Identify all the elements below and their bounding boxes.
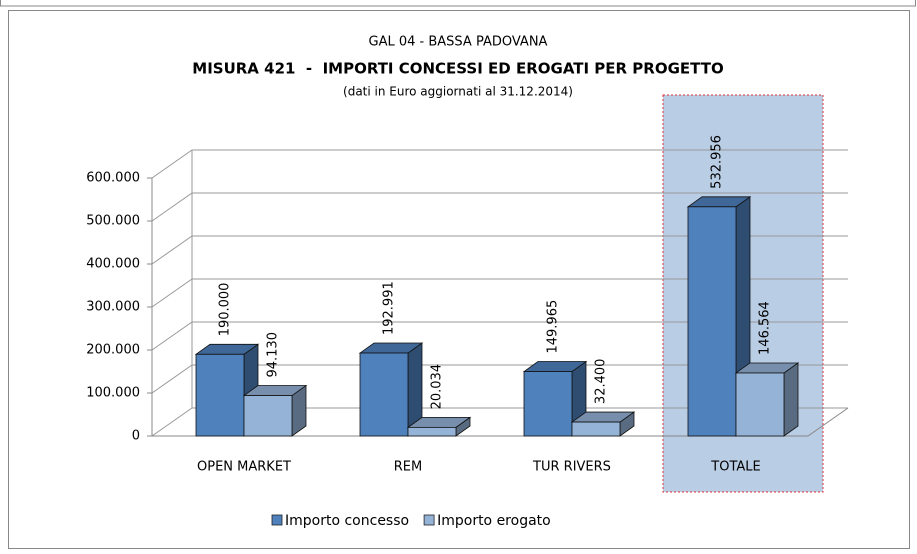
legend-swatch [271,514,283,526]
value-label: 192.991 [382,281,397,335]
y-tick-label: 600.000 [86,171,140,186]
bar [522,360,588,437]
bar-face [687,206,737,437]
bar-face [735,372,785,437]
bar-face [359,352,409,437]
bar [686,196,752,437]
y-tick-label: 200.000 [86,343,140,358]
x-tick-label: TOTALE [710,460,760,475]
chart-note: (dati in Euro aggiornati al 31.12.2014) [343,85,573,99]
bar-face [195,353,245,437]
x-tick-label: TUR RIVERS [532,460,611,475]
value-label: 532.956 [710,135,725,189]
bar-face [243,395,293,437]
top-frame [0,0,916,7]
bar [242,384,308,437]
value-label: 20.034 [430,364,445,410]
legend-label: Importo concesso [285,513,409,529]
legend-label: Importo erogato [437,513,551,529]
legend-swatch [423,514,435,526]
value-label: 190.000 [218,283,233,337]
y-tick-label: 0 [132,429,140,444]
value-label: 146.564 [758,301,773,355]
chart-title: GAL 04 - BASSA PADOVANA [369,35,548,50]
x-tick-label: OPEN MARKET [197,460,291,475]
y-tick-label: 300.000 [86,300,140,315]
bar-face [407,426,457,437]
bar [734,362,800,437]
value-label: 32.400 [594,359,609,405]
y-tick-label: 500.000 [86,214,140,229]
y-tick-label: 400.000 [86,257,140,272]
chart-subtitle: MISURA 421 - IMPORTI CONCESSI ED EROGATI… [192,60,723,78]
bar [358,342,424,437]
bar [570,411,636,437]
value-label: 94.130 [266,332,281,378]
bar [406,416,472,437]
x-tick-label: REM [394,460,422,475]
bar-face [523,371,573,437]
bar-face [783,362,799,437]
bar-face [571,421,621,437]
y-tick-label: 100.000 [86,386,140,401]
value-label: 149.965 [546,300,561,354]
